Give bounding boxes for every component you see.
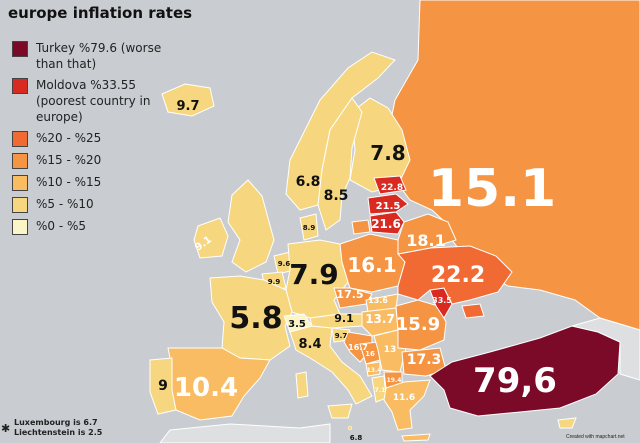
label-poland: 16.1 xyxy=(347,253,396,277)
footnotes: Luxembourg is 6.7 Liechtenstein is 2.5 xyxy=(14,418,102,438)
label-turkey: 79,6 xyxy=(473,361,557,401)
country-uk xyxy=(227,179,275,273)
label-hungary: 13.7 xyxy=(365,312,395,326)
legend-swatch xyxy=(12,153,28,169)
country-poland xyxy=(339,233,406,293)
legend-swatch xyxy=(12,219,28,235)
label-bosnia: 16 xyxy=(365,350,375,358)
credit: Created with mapchart.net xyxy=(566,434,625,440)
label-serbia: 13 xyxy=(384,345,397,355)
country-latvia xyxy=(367,193,409,215)
label-netherlands: 9.6 xyxy=(278,260,291,268)
label-slovenia: 9.7 xyxy=(335,332,348,340)
legend-label: %10 - %15 xyxy=(36,175,102,189)
legend-label: %0 - %5 xyxy=(36,219,87,233)
label-malta: 6.8 xyxy=(350,434,363,442)
label-portugal: 9 xyxy=(158,378,168,394)
country-portugal xyxy=(149,357,177,415)
label-montenegro: 13.4 xyxy=(367,367,382,374)
label-switzerland: 3.5 xyxy=(288,319,306,330)
legend-swatch xyxy=(12,197,28,213)
label-belgium: 9.9 xyxy=(268,278,281,286)
legend-item-moldova: Moldova %33.55 (poorest country in europ… xyxy=(12,77,177,125)
label-spain: 10.4 xyxy=(174,373,238,403)
country-cyprus xyxy=(557,417,577,429)
country-greece-crete xyxy=(401,433,431,442)
legend-swatch xyxy=(12,41,28,57)
legend-swatch xyxy=(12,175,28,191)
legend-label: Turkey %79.6 (worse than that) xyxy=(36,41,162,71)
asterisk-icon: ✱ xyxy=(1,423,11,435)
country-ukraine xyxy=(397,245,513,305)
country-france xyxy=(209,275,293,361)
label-denmark: 8.9 xyxy=(303,224,316,232)
legend-item-10-15: %10 - %15 xyxy=(12,174,177,191)
country-sweden xyxy=(317,97,363,231)
legend-label: %20 - %25 xyxy=(36,131,102,145)
country-greece xyxy=(383,379,431,431)
legend-label: Moldova %33.55 (poorest country in europ… xyxy=(36,78,151,124)
label-russia: 15.1 xyxy=(428,159,556,219)
label-north-macedonia: 19.4 xyxy=(387,377,402,384)
map-title: europe inflation rates xyxy=(8,4,193,22)
label-moldova: 33.5 xyxy=(432,296,452,305)
legend-label: %5 - %10 xyxy=(36,197,94,211)
legend-swatch xyxy=(12,78,28,94)
country-italy-sardinia xyxy=(295,371,309,399)
country-romania xyxy=(395,299,447,351)
footnote-luxembourg: Luxembourg is 6.7 xyxy=(14,418,98,427)
legend-item-turkey: Turkey %79.6 (worse than that) xyxy=(12,40,177,72)
label-italy: 8.4 xyxy=(298,337,321,352)
legend-item-15-20: %15 - %20 xyxy=(12,152,177,169)
country-russia-kaliningrad xyxy=(351,219,371,235)
label-germany: 7.9 xyxy=(289,258,339,291)
region-north-africa xyxy=(159,423,331,443)
footnote-liechtenstein: Liechtenstein is 2.5 xyxy=(14,428,103,437)
label-france: 5.8 xyxy=(229,301,282,336)
label-slovakia: 13.6 xyxy=(368,296,388,305)
legend-label: %15 - %20 xyxy=(36,153,102,167)
legend-item-5-10: %5 - %10 xyxy=(12,196,177,213)
country-malta xyxy=(347,425,353,431)
country-ukraine-crimea xyxy=(461,303,485,319)
label-sweden: 8.5 xyxy=(324,188,349,204)
label-iceland: 9.7 xyxy=(176,99,199,114)
label-czechia: 17.5 xyxy=(336,288,363,301)
label-finland: 7.8 xyxy=(370,141,405,165)
country-montenegro xyxy=(365,361,381,377)
label-norway: 6.8 xyxy=(296,174,321,190)
country-iceland xyxy=(161,83,215,117)
legend-swatch xyxy=(12,131,28,147)
legend: Turkey %79.6 (worse than that) Moldova %… xyxy=(12,40,177,240)
label-bulgaria: 17.3 xyxy=(407,352,442,368)
country-finland xyxy=(349,97,411,193)
country-turkey xyxy=(429,325,621,417)
country-ireland xyxy=(193,217,229,259)
label-belarus: 18.1 xyxy=(406,231,445,250)
region-caucasus xyxy=(571,317,640,381)
label-ukraine: 22.2 xyxy=(431,263,485,288)
label-croatia: 16.7 xyxy=(348,343,368,352)
country-italy-sicily xyxy=(327,403,353,419)
legend-item-0-5: %0 - %5 xyxy=(12,218,177,235)
country-estonia xyxy=(373,175,407,195)
label-greece: 11.6 xyxy=(393,393,415,403)
label-austria: 9.1 xyxy=(334,312,354,325)
label-romania: 15.9 xyxy=(396,314,440,335)
legend-item-20-25: %20 - %25 xyxy=(12,130,177,147)
label-estonia: 22.8 xyxy=(381,183,403,193)
label-albania: 7.1 xyxy=(375,387,386,394)
country-denmark xyxy=(299,213,319,241)
country-germany xyxy=(285,239,349,319)
country-belarus xyxy=(397,213,457,255)
label-latvia: 21.5 xyxy=(376,201,401,212)
label-lithuania: 21.6 xyxy=(371,217,401,231)
